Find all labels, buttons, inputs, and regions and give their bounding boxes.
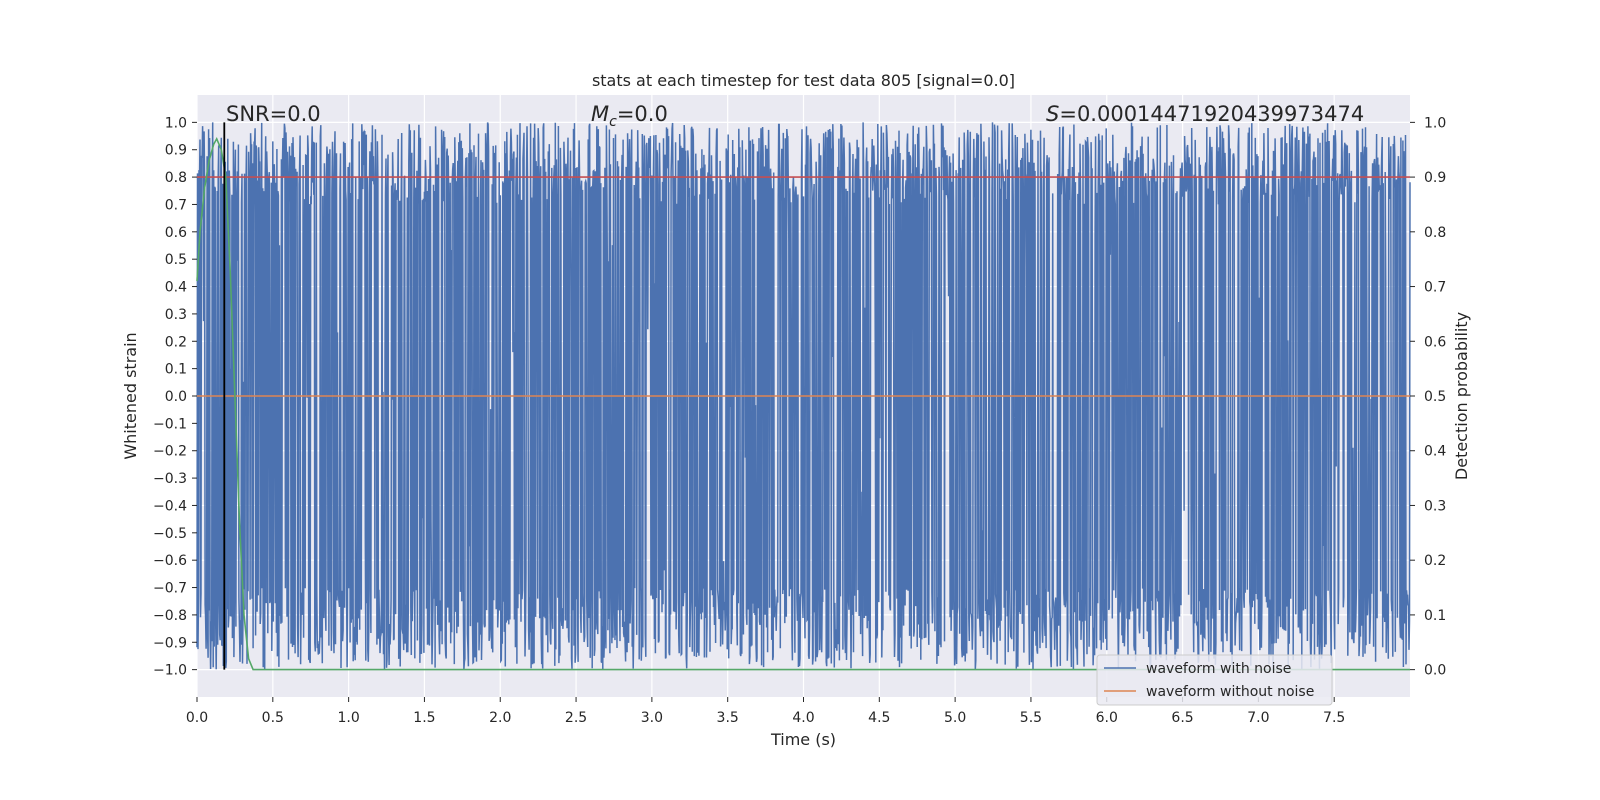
y-right-tick-label: 1.0 xyxy=(1424,115,1446,131)
snr-annotation: SNR=0.0 xyxy=(226,102,321,126)
s-annotation: S=0.00014471920439973474 xyxy=(1046,102,1364,126)
y-left-tick-label: 0.0 xyxy=(165,389,187,405)
x-axis-label: Time (s) xyxy=(770,730,836,749)
legend-label-clean: waveform without noise xyxy=(1146,684,1314,700)
legend-box xyxy=(1096,654,1333,706)
y-left-tick-label: 0.7 xyxy=(165,197,187,213)
y-left-tick-label: 0.3 xyxy=(165,307,187,323)
x-tick-label: 7.0 xyxy=(1247,710,1269,726)
x-tick-label: 2.5 xyxy=(565,710,587,726)
mc-symbol: M xyxy=(591,102,609,126)
y-left-tick-label: −0.7 xyxy=(153,581,187,597)
legend: waveform with noise waveform without noi… xyxy=(1096,654,1333,706)
mc-value: =0.0 xyxy=(617,102,668,126)
y-left-tick-label: −0.5 xyxy=(153,526,187,542)
y-right-tick-label: 0.8 xyxy=(1424,225,1446,241)
x-tick-label: 4.5 xyxy=(868,710,890,726)
mc-annotation: Mc=0.0 xyxy=(591,102,668,130)
line-series xyxy=(196,122,1410,671)
y-right-tick-label: 0.7 xyxy=(1424,280,1446,296)
y-right-axis-label: Detection probability xyxy=(1452,312,1471,480)
y-left-tick-label: −1.0 xyxy=(153,663,187,679)
y-left-tick-label: −0.4 xyxy=(153,498,187,514)
y-left-tick-label: −0.2 xyxy=(153,444,187,460)
y-left-tick-label: 0.5 xyxy=(165,252,187,268)
x-tick-label: 7.5 xyxy=(1323,710,1345,726)
y-left-tick-label: −0.9 xyxy=(153,635,187,651)
x-tick-label: 0.0 xyxy=(186,710,208,726)
x-tick-label: 0.5 xyxy=(262,710,284,726)
y-left-axis-label: Whitened strain xyxy=(121,332,140,459)
x-tick-label: 6.0 xyxy=(1096,710,1118,726)
y-right-tick-label: 0.3 xyxy=(1424,498,1446,514)
y-right-tick-label: 0.6 xyxy=(1424,334,1446,350)
x-tick-label: 2.0 xyxy=(489,710,511,726)
y-left-tick-label: −0.8 xyxy=(153,608,187,624)
x-tick-label: 1.0 xyxy=(337,710,359,726)
series-line-waveform-with-noise xyxy=(196,122,1411,670)
x-tick-label: 3.0 xyxy=(641,710,663,726)
y-right-tick-label: 0.2 xyxy=(1424,553,1446,569)
x-tick-label: 3.5 xyxy=(717,710,739,726)
mc-subscript: c xyxy=(609,114,617,130)
y-left-tick-label: 0.2 xyxy=(165,334,187,350)
y-right-tick-label: 0.5 xyxy=(1424,389,1446,405)
y-left-axis-ticks: 1.0 0.9 0.8 0.7 0.6 0.5 0.4 0.3 0.2 0.1 0.0 −0.1 −0.… xyxy=(153,115,197,679)
x-tick-label: 5.0 xyxy=(944,710,966,726)
y-left-tick-label: 0.8 xyxy=(165,170,187,186)
y-right-tick-label: 0.0 xyxy=(1424,663,1446,679)
y-left-tick-label: −0.6 xyxy=(153,553,187,569)
y-left-tick-label: −0.1 xyxy=(153,416,187,432)
y-left-tick-label: 0.6 xyxy=(165,225,187,241)
probability-line xyxy=(196,136,1410,671)
x-tick-label: 1.5 xyxy=(413,710,435,726)
chart-title: stats at each timestep for test data 805… xyxy=(592,71,1015,90)
s-value: =0.00014471920439973474 xyxy=(1059,102,1364,126)
y-left-tick-label: 1.0 xyxy=(165,115,187,131)
y-left-tick-label: −0.3 xyxy=(153,471,187,487)
y-right-tick-label: 0.4 xyxy=(1424,444,1446,460)
y-left-tick-label: 0.4 xyxy=(165,280,187,296)
y-right-tick-label: 0.1 xyxy=(1424,608,1446,624)
x-tick-label: 4.0 xyxy=(792,710,814,726)
s-symbol: S xyxy=(1046,102,1059,126)
y-left-tick-label: 0.9 xyxy=(165,143,187,159)
y-right-tick-label: 0.9 xyxy=(1424,170,1446,186)
noise-series xyxy=(196,122,1411,670)
y-right-axis-ticks: 1.0 0.9 0.8 0.7 0.6 0.5 0.4 0.3 0.2 0.1 0.0 xyxy=(1410,115,1446,679)
legend-label-noise: waveform with noise xyxy=(1146,661,1291,677)
x-axis-ticks: 0.0 0.5 1.0 1.5 2.0 2.5 3.0 3.5 4.0 4.5 5.0 5.5 6.0 6… xyxy=(186,697,1345,726)
x-tick-label: 6.5 xyxy=(1171,710,1193,726)
y-left-tick-label: 0.1 xyxy=(165,362,187,378)
x-tick-label: 5.5 xyxy=(1020,710,1042,726)
